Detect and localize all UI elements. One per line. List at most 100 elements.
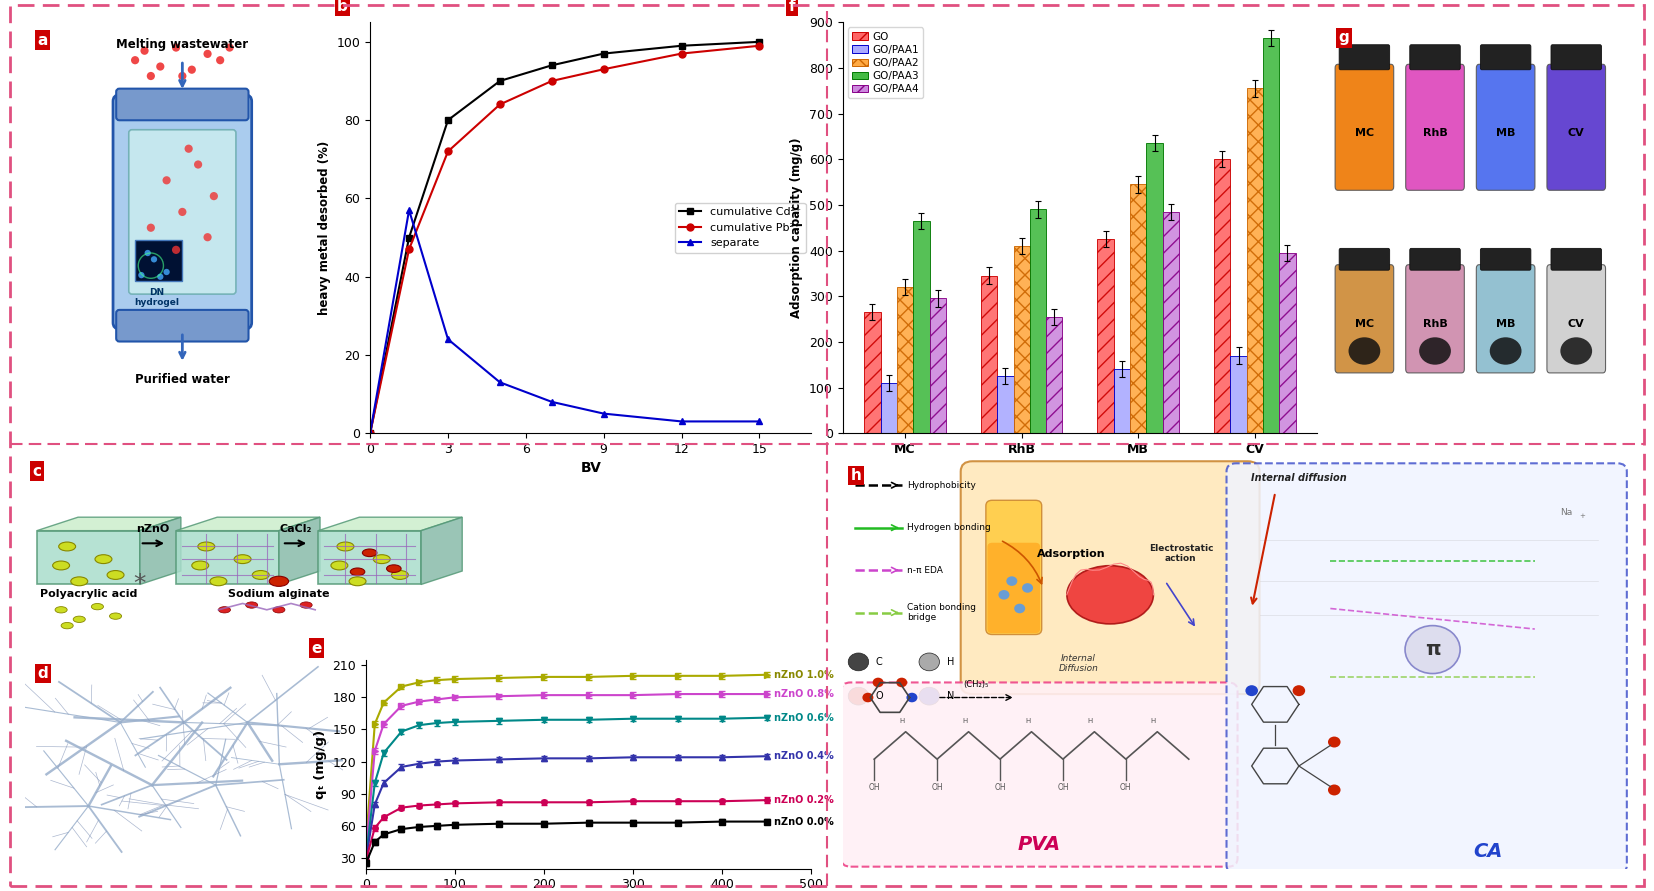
- Circle shape: [896, 678, 906, 687]
- Text: Purified water: Purified water: [136, 373, 230, 386]
- separate: [438, 334, 458, 345]
- cumulative Cd²⁺: [594, 48, 614, 59]
- Circle shape: [1022, 583, 1034, 593]
- Polygon shape: [422, 517, 461, 584]
- Text: Cation bonding
bridge: Cation bonding bridge: [906, 603, 976, 622]
- cumulative Cd²⁺: [749, 37, 769, 47]
- Circle shape: [246, 602, 258, 609]
- Bar: [1214, 159, 1231, 433]
- Bar: [1247, 88, 1264, 433]
- Circle shape: [58, 542, 76, 551]
- Bar: [896, 287, 913, 433]
- Text: OH: OH: [1057, 783, 1068, 792]
- separate: [361, 428, 380, 438]
- Text: N: N: [946, 691, 954, 701]
- Circle shape: [164, 269, 170, 275]
- Ellipse shape: [1560, 338, 1593, 364]
- Text: Polyacrylic acid: Polyacrylic acid: [40, 589, 137, 600]
- separate: [543, 396, 562, 407]
- Line: cumulative Cd²⁺: cumulative Cd²⁺: [367, 38, 762, 437]
- FancyBboxPatch shape: [1406, 265, 1464, 373]
- cumulative Cd²⁺: [399, 233, 418, 243]
- Text: Melting wastewater: Melting wastewater: [116, 38, 248, 51]
- Text: Na: Na: [1560, 508, 1573, 517]
- Circle shape: [141, 46, 149, 55]
- Polygon shape: [175, 531, 280, 584]
- Text: nZnO 0.0%: nZnO 0.0%: [774, 816, 834, 827]
- Text: nZnO 0.4%: nZnO 0.4%: [774, 751, 834, 761]
- Circle shape: [1245, 685, 1259, 696]
- Y-axis label: heavy metal desorbed (%): heavy metal desorbed (%): [318, 141, 331, 315]
- FancyBboxPatch shape: [1477, 265, 1535, 373]
- FancyBboxPatch shape: [1551, 249, 1601, 270]
- Circle shape: [920, 653, 939, 671]
- Bar: [1163, 212, 1179, 433]
- Bar: [1030, 209, 1047, 433]
- Polygon shape: [36, 531, 139, 584]
- FancyBboxPatch shape: [986, 500, 1042, 634]
- Text: CV: CV: [1568, 128, 1585, 138]
- FancyBboxPatch shape: [1477, 64, 1535, 191]
- cumulative Cd²⁺: [543, 60, 562, 70]
- Circle shape: [999, 590, 1009, 600]
- Text: MC: MC: [1355, 319, 1374, 329]
- Circle shape: [91, 603, 104, 609]
- Text: MC: MC: [1355, 128, 1374, 138]
- FancyBboxPatch shape: [116, 88, 248, 120]
- FancyBboxPatch shape: [112, 95, 251, 329]
- Polygon shape: [36, 517, 180, 531]
- Text: CV: CV: [1568, 319, 1585, 329]
- separate: [749, 416, 769, 427]
- Bar: [1264, 38, 1279, 433]
- FancyBboxPatch shape: [1546, 64, 1606, 191]
- Text: H: H: [963, 717, 968, 723]
- Circle shape: [185, 144, 194, 153]
- Text: π: π: [1424, 640, 1441, 659]
- Text: Sodium alginate: Sodium alginate: [228, 589, 329, 600]
- Circle shape: [55, 607, 68, 613]
- Circle shape: [162, 176, 170, 184]
- Circle shape: [53, 561, 69, 570]
- Bar: [1231, 356, 1247, 433]
- Text: f: f: [789, 0, 796, 14]
- Text: RhB: RhB: [1422, 128, 1447, 138]
- Polygon shape: [139, 517, 180, 584]
- Text: Electrostatic
action: Electrostatic action: [1148, 544, 1212, 563]
- Text: Internal diffusion: Internal diffusion: [1250, 473, 1346, 484]
- Bar: [930, 298, 946, 433]
- separate: [672, 416, 691, 427]
- cumulative Pb²⁺: [594, 64, 614, 75]
- Circle shape: [198, 542, 215, 551]
- Circle shape: [147, 224, 155, 232]
- Ellipse shape: [1348, 338, 1381, 364]
- Bar: [981, 275, 997, 433]
- Circle shape: [1006, 576, 1017, 586]
- Text: g: g: [1338, 30, 1350, 45]
- separate: [594, 408, 614, 419]
- Text: Adsorption: Adsorption: [1037, 549, 1105, 559]
- Circle shape: [235, 555, 251, 564]
- Circle shape: [849, 653, 868, 671]
- Circle shape: [218, 607, 230, 613]
- FancyBboxPatch shape: [129, 130, 237, 294]
- Bar: [1047, 317, 1062, 433]
- Circle shape: [179, 208, 187, 216]
- FancyBboxPatch shape: [1409, 249, 1460, 270]
- Text: nZnO 0.8%: nZnO 0.8%: [774, 689, 834, 699]
- Text: h: h: [850, 468, 862, 483]
- Bar: [865, 312, 880, 433]
- X-axis label: BV: BV: [581, 462, 600, 476]
- Text: c: c: [33, 463, 41, 478]
- Circle shape: [270, 576, 288, 586]
- FancyBboxPatch shape: [1340, 249, 1389, 270]
- Text: H: H: [1025, 717, 1030, 723]
- Circle shape: [1328, 737, 1340, 748]
- Text: nZnO 1.0%: nZnO 1.0%: [774, 670, 834, 680]
- Circle shape: [253, 570, 270, 579]
- Circle shape: [920, 687, 939, 705]
- cumulative Cd²⁺: [672, 40, 691, 51]
- Text: OH: OH: [994, 783, 1006, 792]
- FancyBboxPatch shape: [116, 310, 248, 341]
- Text: (CH₂)₅: (CH₂)₅: [964, 681, 989, 690]
- Bar: [1113, 369, 1130, 433]
